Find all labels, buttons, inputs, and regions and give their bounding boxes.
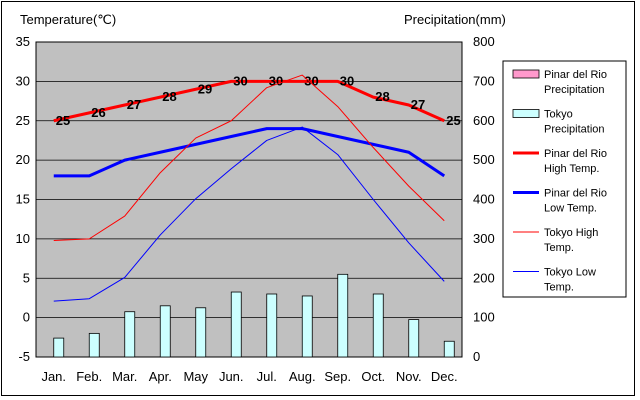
temp-data-label: 28: [162, 89, 176, 104]
left-tick-label: -5: [18, 349, 30, 364]
precip-bar: [124, 311, 136, 358]
right-tick-label: 0: [473, 349, 480, 364]
x-tick-label: Feb.: [76, 369, 102, 384]
legend-label-line: Pinar del Rio: [544, 148, 607, 160]
precip-bar: [301, 295, 313, 358]
temp-data-label: 30: [340, 73, 354, 88]
legend-swatch: [512, 109, 540, 118]
legend-label-line: Precipitation: [544, 124, 605, 136]
plot-border: [35, 41, 463, 358]
left-tick-label: 30: [16, 73, 30, 88]
legend-label: Tokyo Precipitation: [544, 109, 605, 136]
right-tick-label: 800: [473, 34, 495, 49]
legend-label-line: Low Temp.: [544, 203, 597, 215]
precip-bar: [372, 293, 384, 358]
legend-label-line: Tokyo High: [544, 227, 598, 239]
temp-data-label: 27: [411, 97, 425, 112]
legend-label-line: High Temp.: [544, 163, 599, 175]
left-tick-label: 0: [23, 310, 30, 325]
temp-line: [53, 127, 446, 178]
precip-bar: [195, 307, 207, 358]
x-tick-label: Aug.: [289, 369, 316, 384]
right-axis-title: Precipitation(mm): [404, 12, 506, 27]
x-tick-label: Jul.: [257, 369, 277, 384]
left-tick-label: 15: [16, 192, 30, 207]
x-tick-label: Mar.: [112, 369, 137, 384]
legend-label: Tokyo Low Temp.: [544, 267, 596, 294]
x-tick-label: May: [183, 369, 208, 384]
x-tick-label: Jan.: [41, 369, 66, 384]
legend-label: Pinar del Rio High Temp.: [544, 148, 607, 175]
legend-swatch: [512, 69, 540, 79]
legend-label-line: Pinar del Rio: [544, 188, 607, 200]
legend-box: [502, 60, 627, 298]
precip-bar: [230, 291, 242, 358]
precip-bar: [408, 319, 420, 358]
legend-label-line: Tokyo: [544, 109, 573, 121]
temp-data-label: 30: [233, 73, 247, 88]
right-tick-label: 300: [473, 231, 495, 246]
temp-data-label: 25: [56, 113, 70, 128]
left-tick-label: 5: [23, 270, 30, 285]
legend-label-line: Temp.: [544, 282, 574, 294]
precip-bar: [159, 305, 171, 358]
left-axis-title: Temperature(℃): [20, 12, 116, 27]
precip-bar: [337, 273, 349, 358]
temp-data-label: 30: [304, 73, 318, 88]
temp-data-label: 28: [375, 89, 389, 104]
temp-line: [53, 74, 445, 241]
legend-label: Pinar del Rio Low Temp.: [544, 188, 607, 215]
right-tick-label: 600: [473, 113, 495, 128]
legend-label-line: Pinar del Rio: [544, 69, 607, 81]
temp-data-label: 30: [269, 73, 283, 88]
temp-data-label: 27: [127, 97, 141, 112]
x-tick-label: Oct.: [361, 369, 385, 384]
temp-data-label: 29: [198, 81, 212, 96]
precip-bar: [443, 340, 455, 358]
precip-bar: [53, 337, 65, 358]
legend-label-line: Tokyo Low: [544, 267, 596, 279]
right-tick-label: 200: [473, 270, 495, 285]
precip-bar: [88, 332, 100, 358]
legend-label-line: Temp.: [544, 242, 574, 254]
temp-line: [53, 79, 445, 123]
temp-data-label: 25: [446, 113, 460, 128]
x-tick-label: Jun.: [219, 369, 244, 384]
right-tick-label: 500: [473, 152, 495, 167]
left-tick-label: 25: [16, 113, 30, 128]
right-tick-label: 700: [473, 73, 495, 88]
legend-label: Tokyo High Temp.: [544, 227, 598, 254]
left-tick-label: 35: [16, 34, 30, 49]
legend-label-line: Precipitation: [544, 84, 605, 96]
precip-bar: [266, 293, 278, 358]
temp-data-label: 26: [91, 105, 105, 120]
legend-label: Pinar del Rio Precipitation: [544, 69, 607, 96]
temp-line: [53, 126, 445, 302]
x-tick-label: Dec.: [431, 369, 458, 384]
x-tick-label: Apr.: [149, 369, 172, 384]
right-tick-label: 100: [473, 310, 495, 325]
left-tick-label: 20: [16, 152, 30, 167]
right-tick-label: 400: [473, 192, 495, 207]
x-tick-label: Sep.: [324, 369, 351, 384]
x-tick-label: Nov.: [396, 369, 422, 384]
left-tick-label: 10: [16, 231, 30, 246]
